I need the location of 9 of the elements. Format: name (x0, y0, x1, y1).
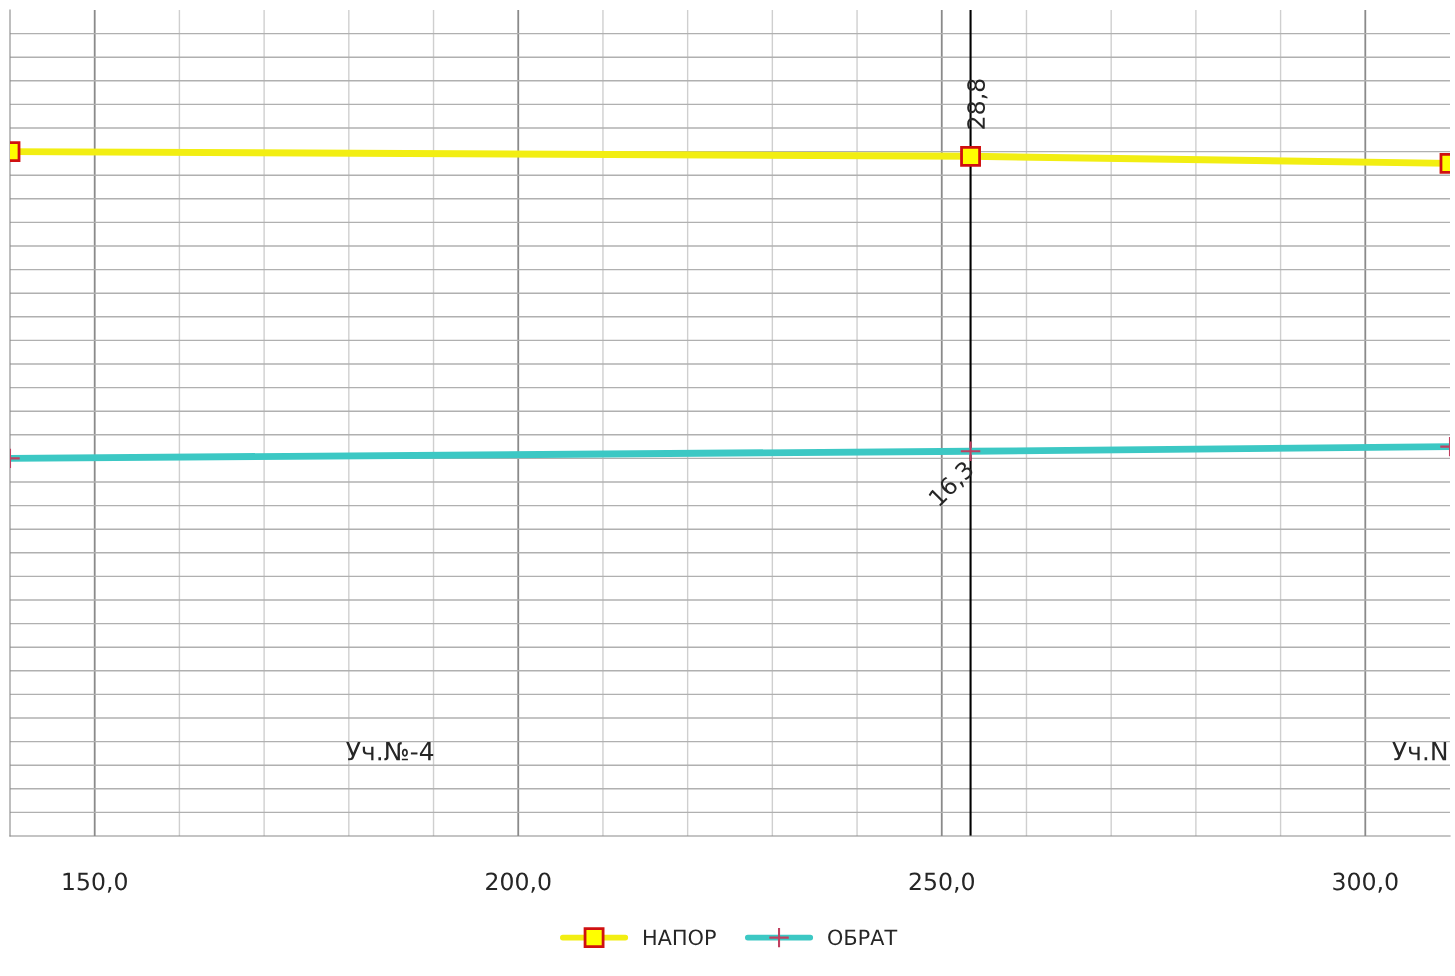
x-tick-label: 150,0 (63, 872, 127, 893)
x-tick-label: 200,0 (486, 872, 551, 893)
x-tick-label: 250,0 (909, 872, 974, 893)
legend-label: ОБРАТ (828, 929, 898, 946)
annotation: Уч.№-4 (346, 742, 434, 761)
x-tick-label: 300,0 (1333, 872, 1398, 893)
legend-label: НАПОР (644, 929, 716, 946)
data-label: 28,8 (967, 79, 988, 129)
annotation: Уч.N (1392, 742, 1447, 761)
